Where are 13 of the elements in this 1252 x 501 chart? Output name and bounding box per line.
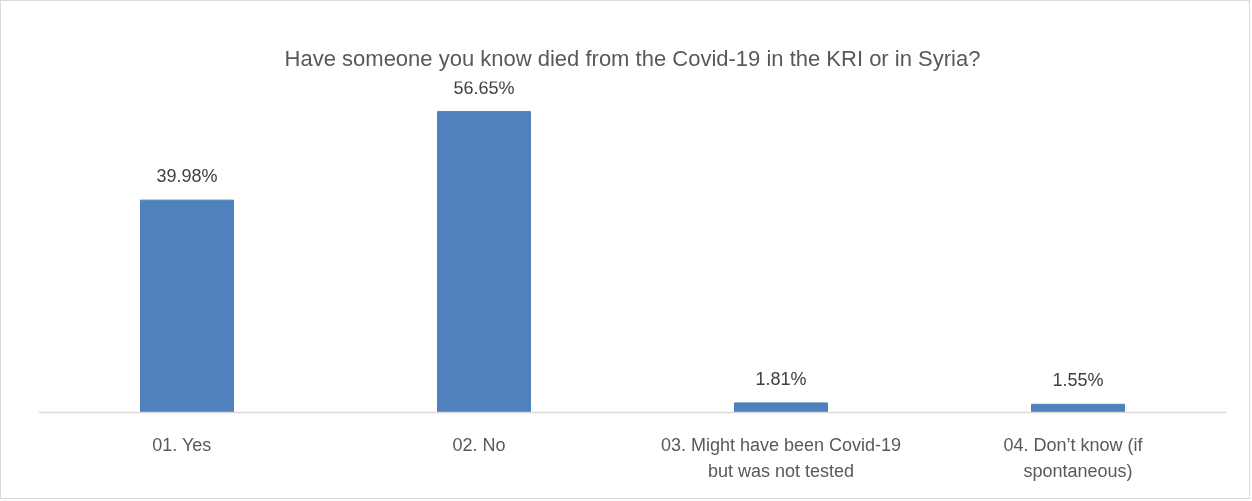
x-tick-label: 02. No <box>452 434 506 455</box>
data-label: 1.55% <box>1052 370 1104 391</box>
x-tick-label: 03. Might have been Covid-19 but was not tested <box>660 434 902 481</box>
data-label: 39.98% <box>156 166 218 187</box>
bar <box>140 199 234 413</box>
bar <box>1031 403 1125 413</box>
data-label: 56.65% <box>453 77 515 98</box>
x-tick-label: 01. Yes <box>152 434 212 455</box>
bar <box>734 402 828 413</box>
x-tick-label: 04. Don’t know (if spontaneous) <box>1003 434 1144 481</box>
chart-title: Have someone you know died from the Covid-19 in the KRI or in Syria? <box>284 45 981 71</box>
data-label: 1.81% <box>755 368 807 389</box>
bar <box>437 111 531 413</box>
